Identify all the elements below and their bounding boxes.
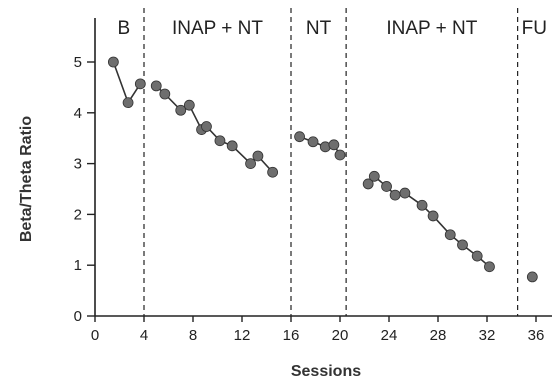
- phase-boundaries: [143, 8, 519, 316]
- data-point: [122, 97, 134, 109]
- x-tick-label: 16: [283, 327, 300, 344]
- y-tick-label: 0: [74, 308, 82, 325]
- phase-label: INAP + NT: [386, 18, 477, 39]
- phase-label: FU: [522, 18, 547, 39]
- phase-label: NT: [306, 18, 332, 39]
- data-point: [245, 158, 256, 170]
- y-tick-label: 3: [74, 156, 82, 173]
- x-tick-label: 20: [332, 327, 349, 344]
- data-point: [134, 78, 146, 90]
- y-tick-label: 1: [74, 257, 82, 274]
- x-tick-label: 32: [479, 327, 496, 344]
- y-tick-label: 2: [74, 206, 82, 223]
- data-point: [362, 178, 374, 190]
- data-point: [381, 181, 392, 192]
- data-point: [416, 199, 428, 211]
- y-axis-title: Beta/Theta Ratio: [18, 116, 35, 242]
- data-point: [201, 121, 212, 132]
- data-point: [107, 56, 119, 68]
- data-point: [334, 149, 346, 161]
- y-tick-label: 5: [74, 54, 82, 71]
- data-point: [471, 250, 483, 262]
- data-point: [328, 139, 340, 151]
- phase-label: INAP + NT: [172, 18, 263, 39]
- data-point: [252, 150, 264, 162]
- data-point: [368, 170, 380, 182]
- x-tick-label: 12: [234, 327, 251, 344]
- data-point: [427, 210, 439, 222]
- y-ticks: 0 1 2 3 4 5: [74, 54, 95, 325]
- x-tick-label: 4: [140, 327, 148, 344]
- data-point: [150, 80, 162, 92]
- x-tick-label: 36: [528, 327, 545, 344]
- data-point: [267, 166, 279, 178]
- data-point: [159, 88, 171, 100]
- axes: [94, 18, 552, 317]
- x-axis-title: Sessions: [291, 363, 361, 379]
- data-point: [183, 99, 195, 111]
- phase-label: B: [117, 18, 130, 39]
- data-point: [457, 239, 468, 251]
- x-tick-label: 0: [91, 327, 99, 344]
- x-tick-label: 28: [430, 327, 447, 344]
- data-point: [214, 135, 226, 147]
- data-point: [484, 261, 495, 273]
- series: [107, 56, 538, 283]
- data-point: [175, 104, 187, 116]
- data-point: [389, 189, 401, 201]
- x-tick-label: 8: [189, 327, 197, 344]
- data-point: [294, 131, 305, 143]
- data-point: [307, 136, 319, 148]
- data-point: [526, 271, 538, 283]
- phase-labels: B INAP + NT NT INAP + NT FU: [117, 18, 547, 39]
- data-point: [444, 229, 456, 241]
- x-tick-label: 24: [381, 327, 398, 344]
- x-ticks: 0 4 8 12 16 20 24 28 32 36: [91, 316, 545, 344]
- data-point: [399, 187, 411, 199]
- data-point: [226, 140, 238, 152]
- y-tick-label: 4: [74, 105, 82, 122]
